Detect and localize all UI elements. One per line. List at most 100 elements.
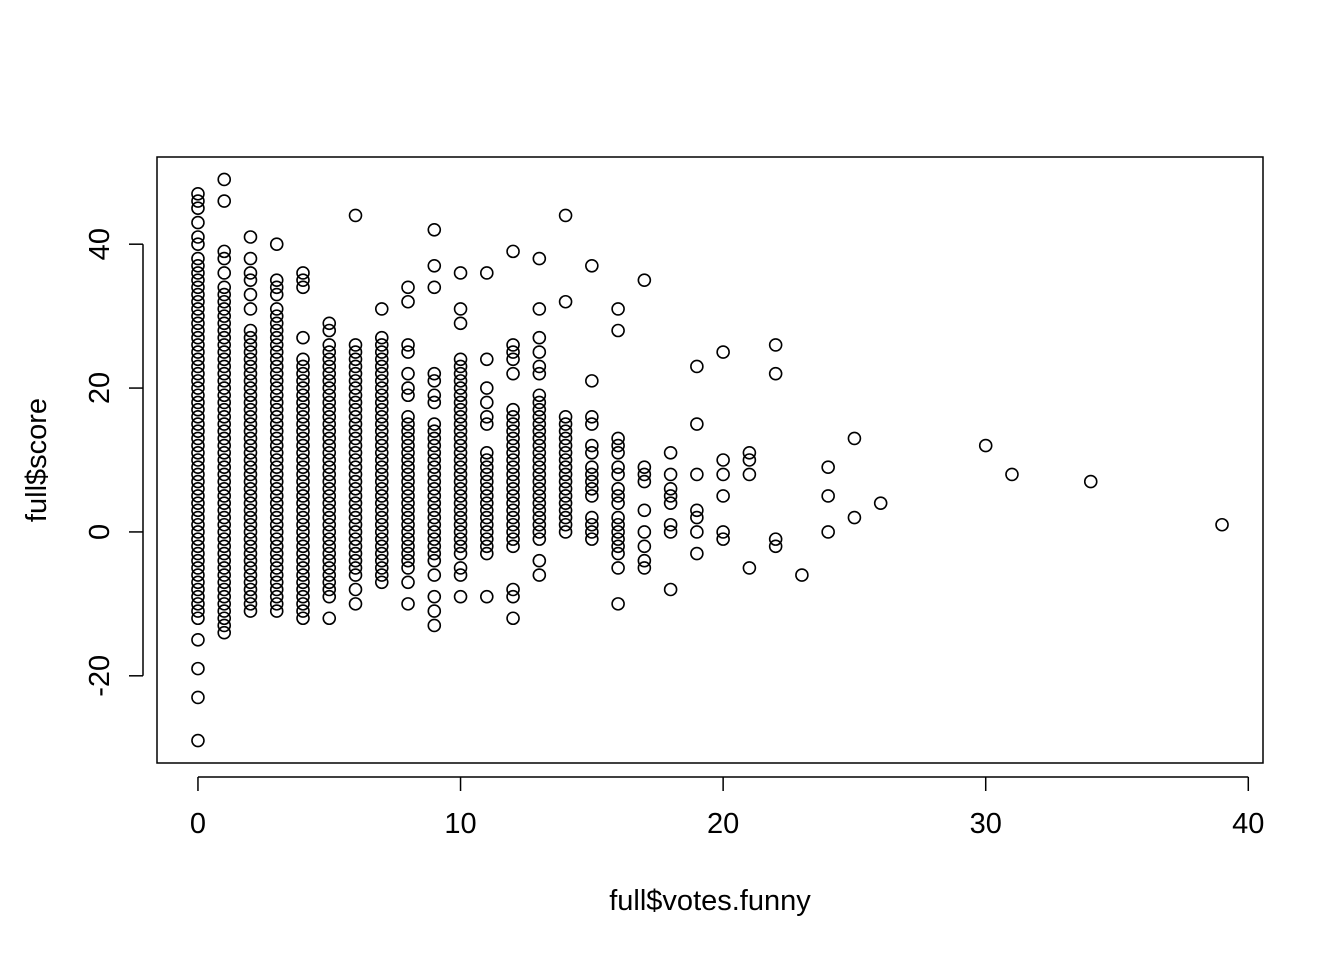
data-point <box>348 474 363 489</box>
data-point <box>348 503 363 518</box>
data-point <box>479 352 494 367</box>
data-point <box>453 453 468 467</box>
data-point <box>374 539 389 554</box>
data-point <box>532 251 547 266</box>
data-point <box>453 503 468 518</box>
data-point <box>322 582 337 597</box>
data-point <box>611 532 625 546</box>
data-point <box>374 366 389 381</box>
data-point <box>269 553 284 568</box>
data-point <box>243 568 258 582</box>
data-point <box>322 561 337 575</box>
data-point <box>191 194 205 208</box>
data-point <box>269 402 284 417</box>
data-point <box>243 582 258 597</box>
data-point <box>479 467 494 482</box>
data-point <box>191 481 205 496</box>
data-point <box>427 589 442 604</box>
data-point <box>348 453 363 467</box>
data-point <box>217 345 232 359</box>
data-point <box>427 446 442 460</box>
data-point <box>296 431 310 446</box>
data-point <box>348 561 363 575</box>
data-point <box>768 539 783 554</box>
data-point <box>427 474 442 489</box>
data-point <box>401 446 415 460</box>
data-point <box>532 489 547 503</box>
data-point <box>348 546 363 561</box>
data-point <box>191 446 205 460</box>
data-point <box>401 503 415 518</box>
data-point <box>269 330 284 345</box>
data-point <box>322 568 337 582</box>
data-point <box>296 589 310 604</box>
data-point <box>506 417 520 431</box>
data-point <box>585 510 599 525</box>
data-point <box>191 582 205 597</box>
data-point <box>243 460 258 474</box>
data-point <box>269 446 284 460</box>
data-point <box>348 467 363 482</box>
data-point <box>506 496 520 510</box>
data-point <box>374 568 389 582</box>
data-point <box>217 611 232 626</box>
data-point <box>217 374 232 388</box>
data-point <box>427 481 442 496</box>
data-point <box>479 453 494 467</box>
data-point <box>348 402 363 417</box>
data-point <box>506 345 520 359</box>
data-point <box>322 424 337 439</box>
data-point <box>427 366 442 381</box>
x-axis: 0 10 20 30 40 <box>190 776 1264 840</box>
data-point <box>506 467 520 482</box>
data-point <box>217 194 232 208</box>
data-point <box>269 561 284 575</box>
data-point <box>532 446 547 460</box>
data-point <box>558 467 573 482</box>
data-point <box>532 525 547 539</box>
data-point <box>322 345 337 359</box>
data-point <box>611 546 625 561</box>
data-point <box>401 496 415 510</box>
data-point <box>296 546 310 561</box>
data-point <box>506 352 520 367</box>
data-point <box>401 517 415 532</box>
data-point <box>532 496 547 510</box>
data-point <box>322 417 337 431</box>
data-point <box>479 489 494 503</box>
data-point <box>453 402 468 417</box>
data-point <box>217 460 232 474</box>
data-point <box>322 532 337 546</box>
data-point <box>217 280 232 295</box>
data-point <box>401 338 415 352</box>
data-point <box>427 496 442 510</box>
data-point <box>217 402 232 417</box>
data-point <box>585 417 599 431</box>
data-point <box>269 467 284 482</box>
data-point <box>322 489 337 503</box>
data-point <box>269 237 284 251</box>
data-point <box>269 481 284 496</box>
data-point <box>348 510 363 525</box>
data-point <box>453 381 468 395</box>
data-point <box>637 561 652 575</box>
data-point <box>479 410 494 424</box>
data-point <box>243 359 258 374</box>
data-point <box>401 539 415 554</box>
data-point <box>374 417 389 431</box>
data-point <box>217 388 232 403</box>
data-point <box>453 431 468 446</box>
data-point <box>585 517 599 532</box>
data-point <box>191 460 205 474</box>
data-point <box>374 453 389 467</box>
data-point <box>427 604 442 618</box>
data-point <box>479 417 494 431</box>
data-point <box>296 438 310 453</box>
data-point <box>296 366 310 381</box>
data-point <box>453 374 468 388</box>
data-point <box>532 402 547 417</box>
data-point <box>217 618 232 633</box>
data-point <box>269 474 284 489</box>
data-point <box>243 546 258 561</box>
data-point <box>506 410 520 424</box>
